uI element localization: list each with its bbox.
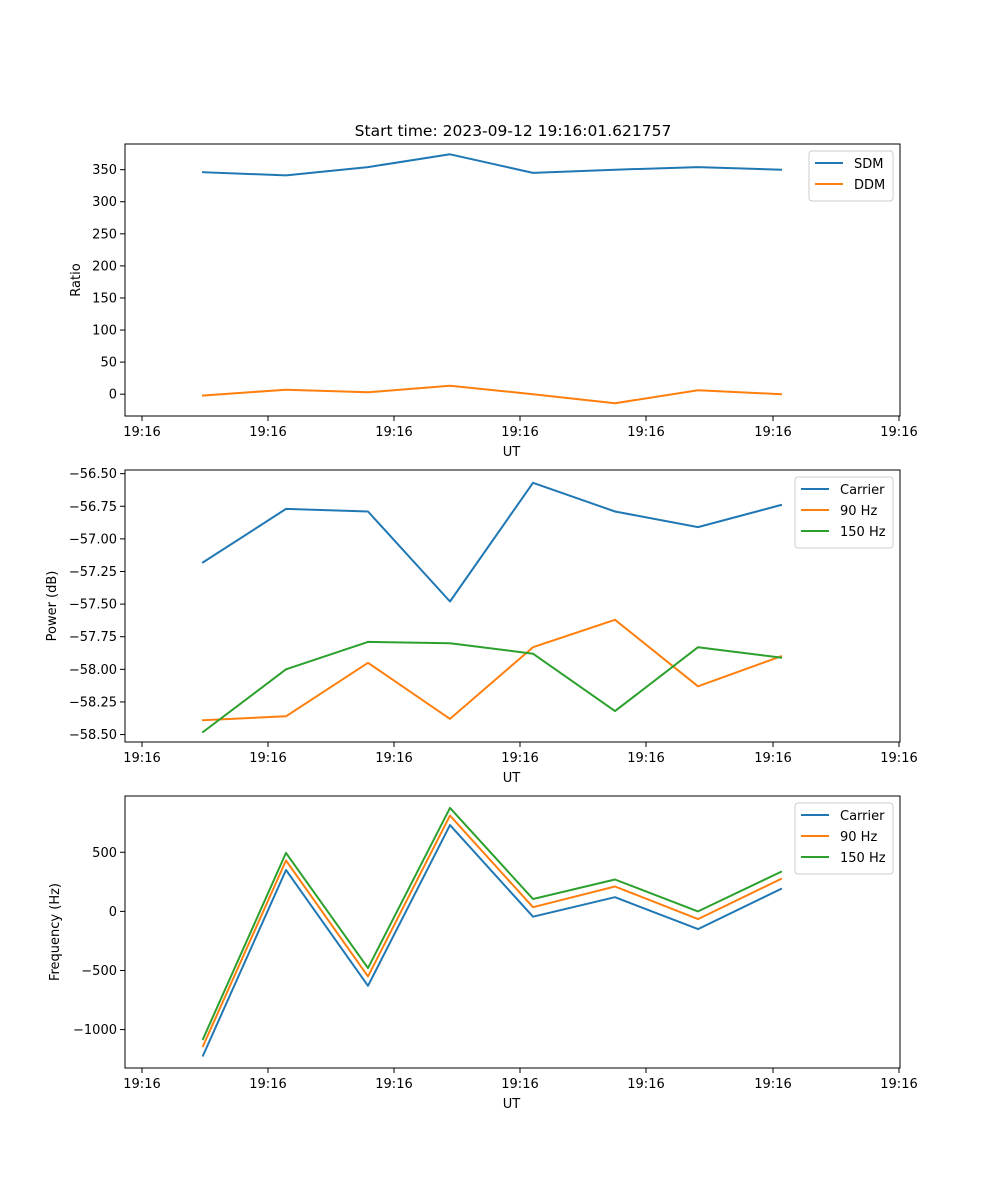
legend-label: 90 Hz: [840, 504, 877, 519]
frequency-x-tick-label: 19:16: [880, 1077, 917, 1092]
legend-label: Carrier: [840, 483, 885, 498]
ratio-panel: 0 50 100 150 200 250 300 350 19:16 19:16 19:16 19:1…: [69, 143, 918, 460]
power-y-tick-label: −58.25: [69, 695, 117, 710]
ratio-series-ddm: [201, 384, 783, 405]
ratio-y-axis-label: Ratio: [69, 263, 84, 296]
frequency-series-90-hz: [201, 814, 783, 1048]
frequency-y-tick-label: 500: [92, 846, 117, 861]
frequency-x-tick-label: 19:16: [249, 1077, 286, 1092]
power-axes-frame: [124, 469, 901, 743]
power-x-tick-label: 19:16: [375, 751, 412, 766]
frequency-x-tick-label: 19:16: [754, 1077, 791, 1092]
legend-label: 150 Hz: [840, 851, 886, 866]
power-legend: Carrier 90 Hz 150 Hz: [794, 476, 894, 549]
power-y-tick-label: −57.50: [69, 598, 117, 613]
ratio-legend: SDM DDM: [808, 150, 894, 202]
ratio-x-tick-label: 19:16: [501, 425, 538, 440]
power-x-tick-label: 19:16: [501, 751, 538, 766]
ratio-y-tick-label: 50: [100, 356, 117, 371]
frequency-y-axis-label: Frequency (Hz): [48, 883, 63, 981]
power-y-tick-label: −57.75: [69, 630, 117, 645]
ratio-y-tick-label: 300: [92, 195, 117, 210]
frequency-x-tick-label: 19:16: [627, 1077, 664, 1092]
power-series-150-hz: [201, 640, 783, 734]
legend-label: DDM: [854, 178, 885, 193]
frequency-series-150-hz: [201, 806, 783, 1041]
power-y-tick-label: −56.50: [69, 467, 117, 482]
power-x-tick-label: 19:16: [880, 751, 917, 766]
frequency-panel: −1000 −500 0 500 19:16 19:16 19:16 19:16 19:16 19…: [48, 795, 918, 1112]
ratio-x-tick-label: 19:16: [375, 425, 412, 440]
frequency-axes-frame: [124, 795, 901, 1069]
frequency-y-tick-label: −500: [81, 964, 117, 979]
ratio-x-tick-label: 19:16: [123, 425, 160, 440]
power-series-90-hz: [201, 618, 783, 722]
power-series-carrier: [201, 481, 783, 603]
frequency-x-tick-label: 19:16: [501, 1077, 538, 1092]
power-x-tick-label: 19:16: [249, 751, 286, 766]
ratio-series-sdm: [201, 153, 783, 177]
frequency-y-tick-label: 0: [109, 905, 117, 920]
ratio-y-tick-label: 100: [92, 324, 117, 339]
frequency-x-tick-label: 19:16: [123, 1077, 160, 1092]
legend-label: SDM: [854, 157, 883, 172]
ratio-x-tick-label: 19:16: [754, 425, 791, 440]
power-x-tick-label: 19:16: [754, 751, 791, 766]
legend-label: 90 Hz: [840, 830, 877, 845]
power-panel: −58.50 −58.25 −58.00 −57.75 −57.50 −57.25 −57.…: [45, 467, 918, 786]
power-x-axis-label: UT: [503, 771, 521, 786]
frequency-y-tick-label: −1000: [73, 1023, 117, 1038]
ratio-y-tick-label: 250: [92, 227, 117, 242]
ratio-x-tick-label: 19:16: [627, 425, 664, 440]
ratio-y-tick-label: 150: [92, 291, 117, 306]
figure-title: Start time: 2023-09-12 19:16:01.621757: [355, 122, 672, 140]
frequency-legend: Carrier 90 Hz 150 Hz: [794, 802, 894, 875]
power-y-tick-label: −56.75: [69, 500, 117, 515]
ratio-x-tick-label: 19:16: [249, 425, 286, 440]
power-y-axis-label: Power (dB): [45, 571, 60, 642]
power-y-tick-label: −58.00: [69, 663, 117, 678]
legend-label: 150 Hz: [840, 525, 886, 540]
ratio-x-axis-label: UT: [503, 445, 521, 460]
power-y-tick-label: −58.50: [69, 728, 117, 743]
power-y-tick-label: −57.25: [69, 565, 117, 580]
frequency-x-tick-label: 19:16: [375, 1077, 412, 1092]
legend-label: Carrier: [840, 809, 885, 824]
power-x-tick-label: 19:16: [627, 751, 664, 766]
ratio-y-tick-label: 200: [92, 259, 117, 274]
ratio-x-tick-label: 19:16: [880, 425, 917, 440]
ratio-y-tick-label: 0: [109, 388, 117, 403]
frequency-x-axis-label: UT: [503, 1097, 521, 1112]
ratio-y-tick-label: 350: [92, 163, 117, 178]
power-x-tick-label: 19:16: [123, 751, 160, 766]
ratio-axes-frame: [124, 143, 901, 417]
power-y-tick-label: −57.00: [69, 532, 117, 547]
frequency-series-carrier: [201, 824, 783, 1057]
